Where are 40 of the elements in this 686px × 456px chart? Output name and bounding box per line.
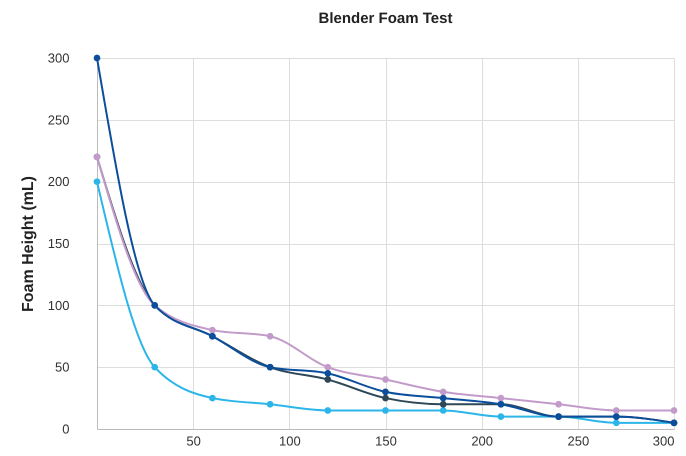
y-axis-title: Foam Height (mL): [20, 176, 37, 312]
x-tick-label: 150: [375, 434, 397, 448]
x-tick-label: 250: [567, 434, 590, 448]
x-tick-label: 200: [471, 434, 494, 448]
point: [324, 364, 332, 371]
point: [612, 407, 620, 414]
point: [324, 407, 332, 414]
point: [94, 54, 100, 62]
x-tick-label: 100: [278, 434, 301, 448]
y-tick-label: 150: [48, 236, 70, 251]
point: [382, 394, 389, 402]
point: [440, 388, 447, 396]
point: [382, 376, 389, 383]
x-tick-label: 50: [186, 434, 201, 448]
point: [209, 326, 216, 334]
point: [94, 178, 100, 186]
point: [440, 394, 447, 402]
point: [670, 407, 678, 414]
point: [266, 332, 274, 340]
y-tick-label: 50: [55, 360, 70, 375]
chart-title: Blender Foam Test: [318, 10, 452, 27]
point: [324, 376, 332, 383]
point: [324, 370, 332, 377]
y-tick-label: 300: [48, 50, 70, 66]
point: [498, 394, 504, 402]
y-tick-label: 0: [62, 422, 70, 436]
point: [151, 364, 158, 371]
x-tick-label: 300: [652, 434, 674, 448]
point: [440, 407, 447, 414]
point: [555, 400, 562, 408]
point: [440, 400, 447, 408]
point: [612, 419, 620, 426]
y-tick-label: 250: [48, 112, 70, 128]
y-tick-label: 100: [48, 298, 70, 313]
point: [382, 388, 389, 396]
point: [266, 400, 274, 408]
point: [209, 394, 216, 402]
point: [498, 413, 504, 420]
y-tick-label: 200: [48, 174, 70, 190]
point: [382, 407, 389, 414]
